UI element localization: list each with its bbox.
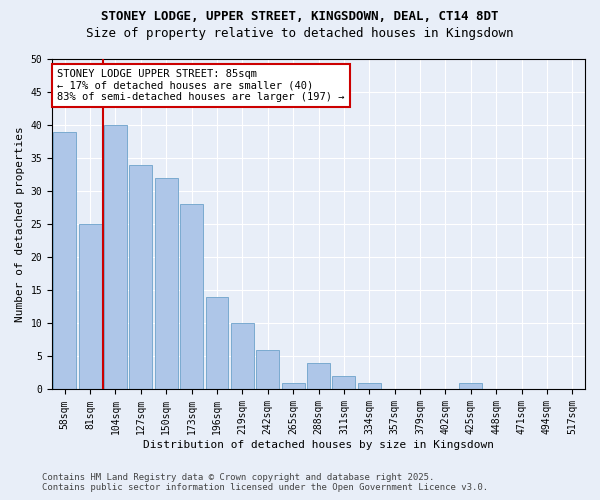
- Text: Contains HM Land Registry data © Crown copyright and database right 2025.
Contai: Contains HM Land Registry data © Crown c…: [42, 473, 488, 492]
- Bar: [332, 376, 355, 390]
- Bar: [358, 383, 380, 390]
- Bar: [256, 350, 279, 390]
- Bar: [206, 297, 229, 390]
- Text: STONEY LODGE UPPER STREET: 85sqm
← 17% of detached houses are smaller (40)
83% o: STONEY LODGE UPPER STREET: 85sqm ← 17% o…: [58, 69, 345, 102]
- Bar: [307, 363, 330, 390]
- Y-axis label: Number of detached properties: Number of detached properties: [15, 126, 25, 322]
- X-axis label: Distribution of detached houses by size in Kingsdown: Distribution of detached houses by size …: [143, 440, 494, 450]
- Bar: [53, 132, 76, 390]
- Bar: [79, 224, 101, 390]
- Bar: [460, 383, 482, 390]
- Bar: [231, 324, 254, 390]
- Bar: [282, 383, 305, 390]
- Text: STONEY LODGE, UPPER STREET, KINGSDOWN, DEAL, CT14 8DT: STONEY LODGE, UPPER STREET, KINGSDOWN, D…: [101, 10, 499, 23]
- Text: Size of property relative to detached houses in Kingsdown: Size of property relative to detached ho…: [86, 28, 514, 40]
- Bar: [104, 125, 127, 390]
- Bar: [130, 165, 152, 390]
- Bar: [180, 204, 203, 390]
- Bar: [155, 178, 178, 390]
